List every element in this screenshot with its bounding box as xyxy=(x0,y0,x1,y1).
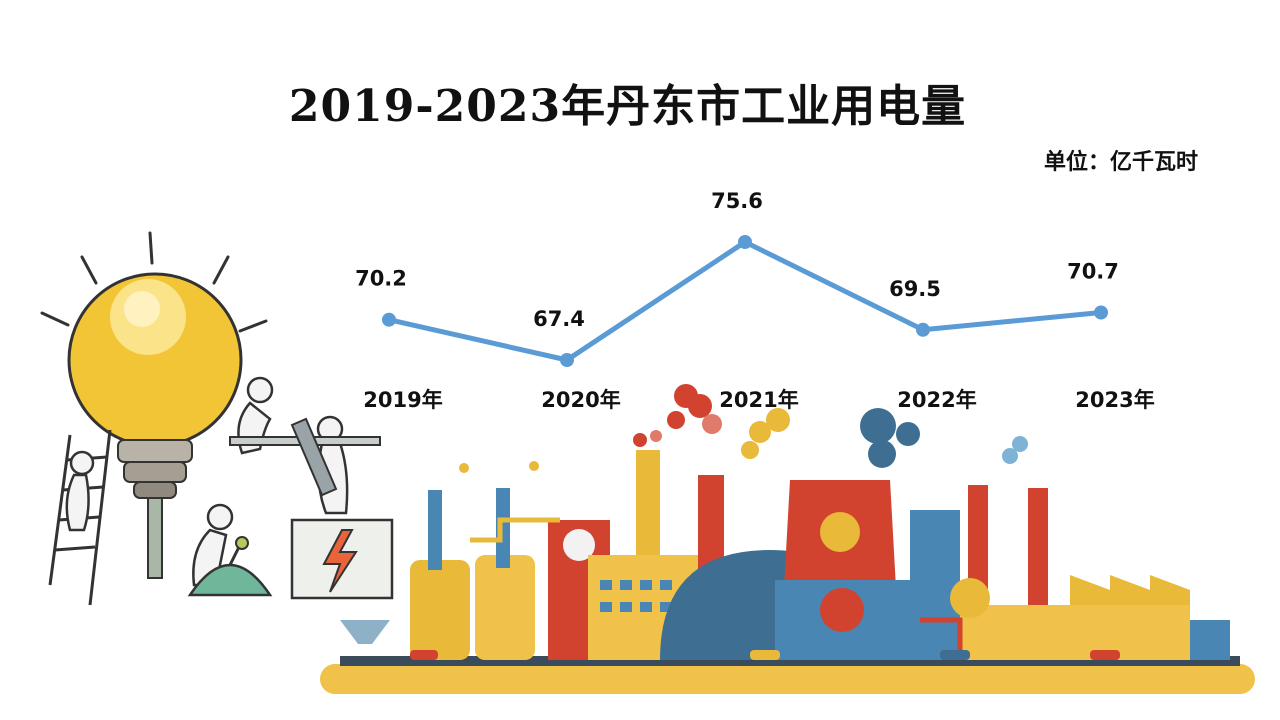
data-label: 75.6 xyxy=(711,189,763,213)
data-point xyxy=(1094,305,1108,320)
x-tick-label: 2023年 xyxy=(1075,388,1154,412)
x-tick-label: 2022年 xyxy=(897,388,976,412)
data-point xyxy=(382,312,396,327)
chart-title: 2019-2023年丹东市工业用电量 xyxy=(288,81,967,132)
data-label: 70.7 xyxy=(1067,260,1119,284)
unit-label: 单位：亿千瓦时 xyxy=(1043,150,1198,175)
data-label: 69.5 xyxy=(889,277,941,301)
data-point xyxy=(916,322,930,337)
factory-illustration xyxy=(320,384,1255,694)
x-tick-label: 2019年 xyxy=(363,388,442,412)
data-point xyxy=(560,353,574,367)
series-line xyxy=(388,239,1102,363)
data-label: 67.4 xyxy=(533,307,585,331)
data-point xyxy=(738,235,752,249)
lightbulb-illustration xyxy=(40,231,394,606)
data-label: 70.2 xyxy=(355,267,407,291)
x-tick-label: 2021年 xyxy=(719,388,798,412)
x-tick-label: 2020年 xyxy=(541,388,620,412)
